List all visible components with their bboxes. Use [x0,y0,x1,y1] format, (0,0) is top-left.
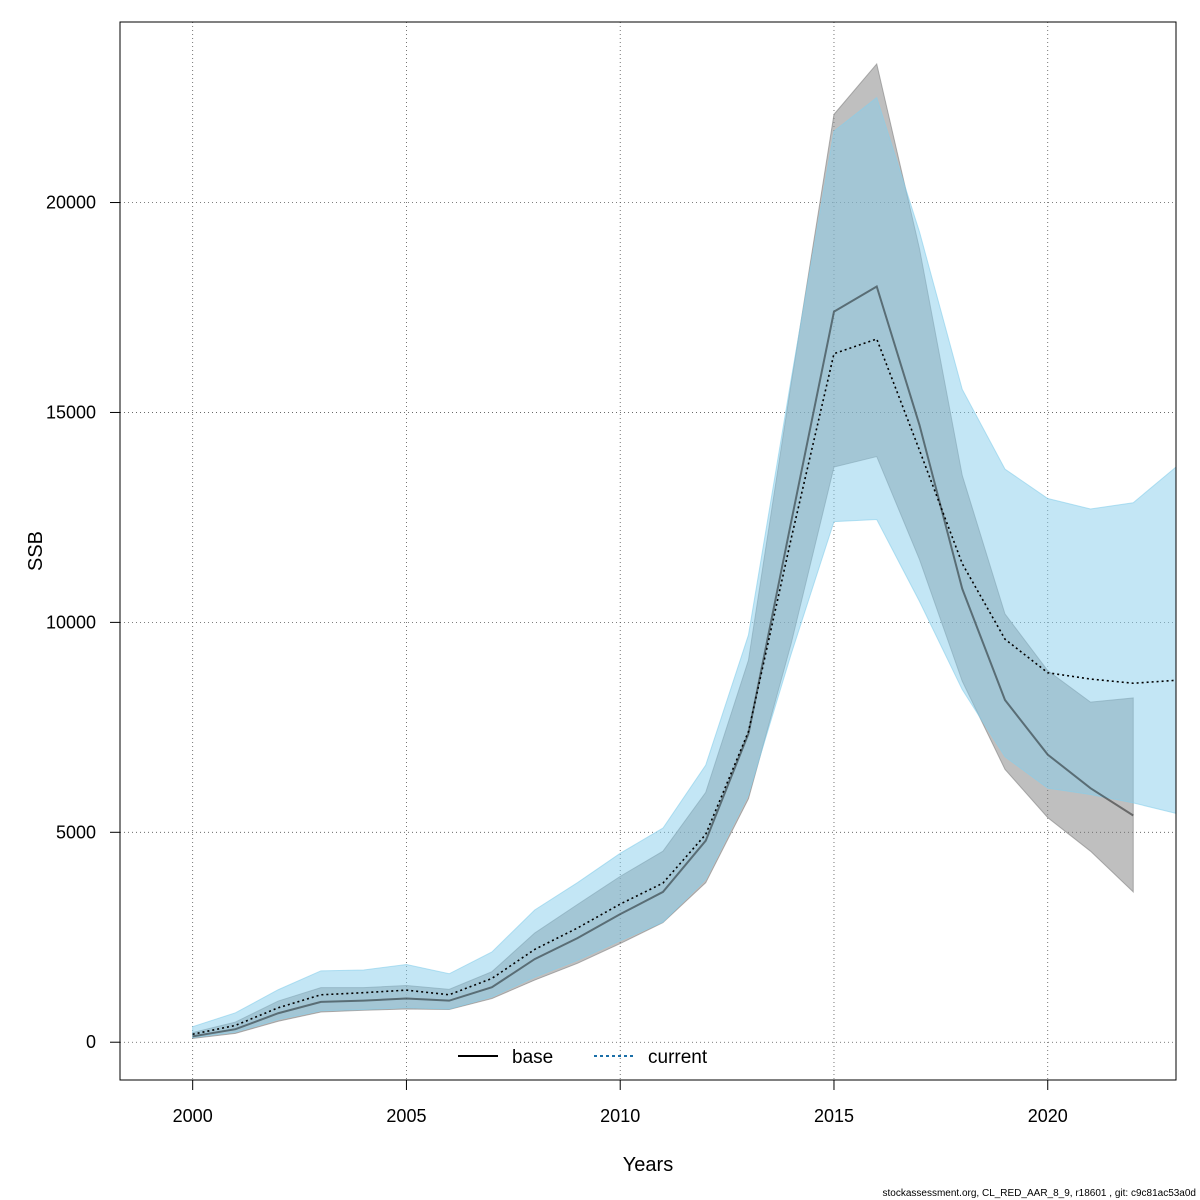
x-tick-label-3: 2015 [814,1106,854,1126]
footer-note: stockassessment.org, CL_RED_AAR_8_9, r18… [882,1188,1196,1199]
x-tick-label-1: 2005 [386,1106,426,1126]
plot-frame [119,21,1177,1081]
legend-label-current: current [648,1047,708,1068]
y-tick-label-1: 5000 [56,822,96,842]
y-tick-label-3: 15000 [46,402,96,422]
y-axis-title: SSB [25,531,47,571]
x-tick-label-4: 2020 [1028,1106,1068,1126]
confidence-bands [192,62,1177,1039]
x-tick-label-0: 2000 [173,1106,213,1126]
axes: 2000 2005 2010 2015 2020 0 5000 10000 15000 20000 [46,193,1068,1126]
x-axis-title: Years [623,1154,673,1176]
line-base [192,284,1134,1038]
y-tick-label-4: 20000 [46,193,96,213]
legend: base current [458,1047,708,1068]
line-current [192,337,1177,1036]
series-lines [192,284,1177,1038]
y-tick-label-2: 10000 [46,612,96,632]
band-current [192,96,1177,1039]
x-tick-label-2: 2010 [600,1106,640,1126]
y-tick-label-0: 0 [86,1032,96,1052]
legend-label-base: base [512,1047,553,1068]
